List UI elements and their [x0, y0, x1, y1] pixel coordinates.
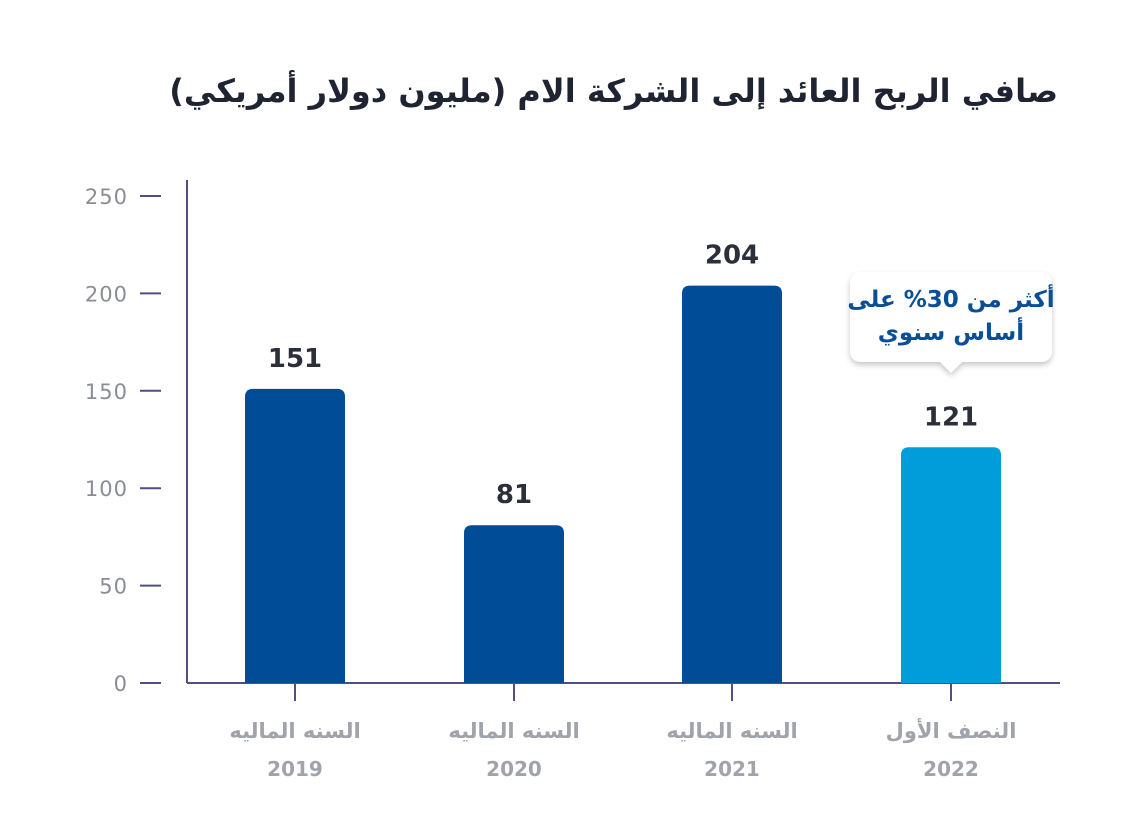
bar-value-label: 121 [924, 402, 978, 432]
y-tick-label: 150 [85, 380, 128, 404]
y-tick-label: 250 [85, 185, 128, 209]
annotation-callout [850, 272, 1052, 373]
y-tick-label: 0 [114, 672, 128, 696]
bar [682, 285, 782, 683]
x-category-year: 2022 [923, 757, 979, 781]
x-category-year: 2021 [704, 757, 760, 781]
bar [901, 447, 1001, 683]
x-category-label: النصف الأول [886, 717, 1017, 743]
bar [464, 525, 564, 683]
annotation-text: أساس سنوي [878, 316, 1024, 346]
bar-value-label: 81 [496, 480, 532, 510]
bar [245, 388, 345, 683]
chart-title: صافي الربح العائد إلى الشركة الام (مليون… [169, 72, 1058, 110]
y-tick-label: 200 [85, 282, 128, 306]
x-category-label: السنه الماليه [229, 719, 360, 743]
x-category-year: 2020 [486, 757, 542, 781]
x-category-year: 2019 [267, 757, 323, 781]
x-category-label: السنه الماليه [666, 719, 797, 743]
y-tick-label: 100 [85, 477, 128, 501]
y-tick-label: 50 [99, 575, 128, 599]
bar-value-label: 151 [268, 344, 322, 374]
annotation-text: أكثر من 30% على [847, 283, 1054, 313]
x-category-label: السنه الماليه [448, 719, 579, 743]
bar-value-label: 204 [705, 241, 759, 271]
